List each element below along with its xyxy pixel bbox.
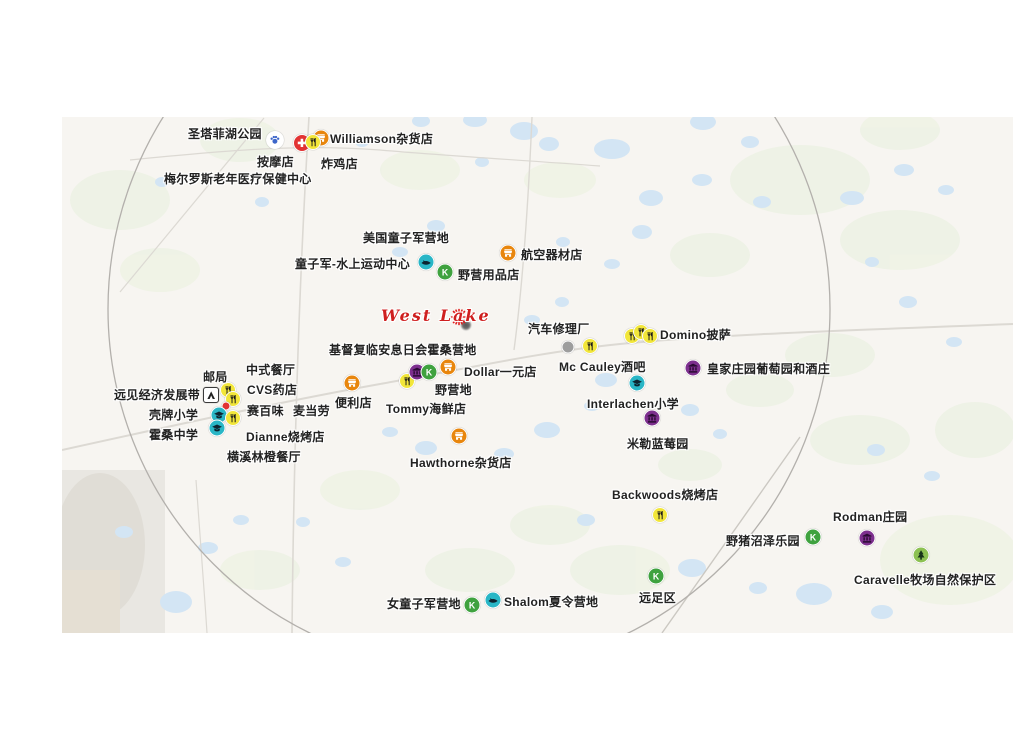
label-mc-cauley-bar[interactable]: Mc Cauley酒吧	[559, 360, 646, 374]
cluster-restaurant-icon-3[interactable]	[225, 410, 241, 426]
backwoods-restaurant-icon[interactable]	[652, 507, 668, 523]
radius-circle	[107, 117, 831, 633]
label-convenience-store[interactable]: 便利店	[335, 396, 372, 410]
label-campground[interactable]: 野营地	[435, 383, 472, 397]
label-domino-pizza[interactable]: Domino披萨	[660, 328, 732, 342]
rodman-estate-icon[interactable]	[858, 529, 876, 547]
svg-text:K: K	[442, 267, 449, 277]
shalom-water-icon[interactable]	[484, 591, 502, 609]
park-paw-icon[interactable]	[266, 131, 284, 149]
label-boar-swamp-park[interactable]: 野猪沼泽乐园	[726, 534, 800, 548]
dollar-store-icon[interactable]	[439, 358, 457, 376]
label-shalom-summer-camp[interactable]: Shalom夏令营地	[504, 595, 599, 609]
label-girl-scout-camp[interactable]: 女童子军营地	[387, 597, 461, 611]
label-boy-scout-camp[interactable]: 美国童子军营地	[363, 231, 450, 245]
post-office-tent-icon[interactable]	[203, 387, 219, 403]
boar-swamp-circlek-icon[interactable]: K	[804, 528, 822, 546]
miller-blueberry-icon[interactable]	[643, 409, 661, 427]
mccauley-restaurant-icon[interactable]	[582, 338, 598, 354]
label-rodman-estate[interactable]: Rodman庄园	[833, 510, 908, 524]
label-shell-elementary[interactable]: 壳牌小学	[149, 408, 199, 422]
label-williamson-grocery[interactable]: Williamson杂货店	[330, 132, 434, 146]
label-chinese-restaurant[interactable]: 中式餐厅	[246, 363, 296, 377]
label-tommy-seafood[interactable]: Tommy海鲜店	[386, 402, 467, 416]
label-fried-chicken-shop[interactable]: 炸鸡店	[321, 157, 358, 171]
label-west-lake-title[interactable]: West Lake	[381, 306, 491, 325]
caravelle-tree-icon[interactable]	[912, 546, 930, 564]
aviation-store-icon[interactable]	[499, 244, 517, 262]
label-backwoods-bbq[interactable]: Backwoods烧烤店	[612, 488, 719, 502]
label-hiking-area[interactable]: 远足区	[639, 591, 676, 605]
label-hengxilin-orange-restaurant[interactable]: 横溪林橙餐厅	[227, 450, 301, 464]
label-scout-water-sports-center[interactable]: 童子军-水上运动中心	[295, 257, 410, 271]
label-subway[interactable]: 赛百味	[247, 404, 284, 418]
label-hawthorne-middle-school[interactable]: 霍桑中学	[149, 428, 199, 442]
label-camping-supplies-store[interactable]: 野营用品店	[458, 268, 520, 282]
camping-goods-store-icon[interactable]: K	[436, 263, 454, 281]
hiking-area-circlek-icon[interactable]: K	[647, 567, 665, 585]
label-aviation-equipment-store[interactable]: 航空器材店	[521, 248, 583, 262]
label-caravelle-ranch-reserve[interactable]: Caravelle牧场自然保护区	[854, 573, 997, 587]
domino-restaurant-icon-3[interactable]	[642, 328, 658, 344]
label-hawthorne-grocery[interactable]: Hawthorne杂货店	[410, 456, 512, 470]
label-santa-fe-lake-park[interactable]: 圣塔菲湖公园	[188, 127, 262, 141]
interlachen-school-icon[interactable]	[628, 374, 646, 392]
svg-text:K: K	[653, 571, 660, 581]
label-dianne-bbq[interactable]: Dianne烧烤店	[246, 430, 325, 444]
label-melrose-senior-care-center[interactable]: 梅尔罗斯老年医疗保健中心	[164, 172, 312, 186]
royal-estate-winery-icon[interactable]	[684, 359, 702, 377]
label-vision-economic-zone[interactable]: 远见经济发展带	[114, 388, 201, 402]
label-miller-blueberry-farm[interactable]: 米勒蓝莓园	[627, 437, 689, 451]
water-sports-center-icon[interactable]	[417, 253, 435, 271]
svg-text:K: K	[426, 367, 433, 377]
label-massage-shop[interactable]: 按摩店	[257, 155, 294, 169]
svg-text:K: K	[469, 600, 476, 610]
convenience-store-icon[interactable]	[343, 374, 361, 392]
label-mcdonalds[interactable]: 麦当劳	[293, 404, 330, 418]
svg-text:K: K	[810, 532, 817, 542]
label-dollar-store[interactable]: Dollar一元店	[464, 365, 537, 379]
label-royal-estate-vineyard-winery[interactable]: 皇家庄园葡萄园和酒庄	[707, 362, 831, 376]
williamson-restaurant-icon[interactable]	[305, 134, 321, 150]
girl-scout-circlek-icon[interactable]: K	[463, 596, 481, 614]
west-lake-smudge[interactable]	[460, 319, 472, 331]
auto-repair-dot-icon[interactable]	[561, 340, 575, 354]
label-post-office[interactable]: 邮局	[203, 370, 228, 384]
label-auto-repair-shop[interactable]: 汽车修理厂	[528, 322, 590, 336]
label-adventist-hawthorne-camp[interactable]: 基督复临安息日会霍桑营地	[329, 343, 477, 357]
campground-circlek-icon[interactable]: K	[420, 363, 438, 381]
label-cvs-pharmacy[interactable]: CVS药店	[247, 383, 298, 397]
label-interlachen-elementary[interactable]: Interlachen小学	[587, 397, 679, 411]
hawthorne-store-icon[interactable]	[450, 427, 468, 445]
hawthorne-school-icon[interactable]	[208, 419, 226, 437]
